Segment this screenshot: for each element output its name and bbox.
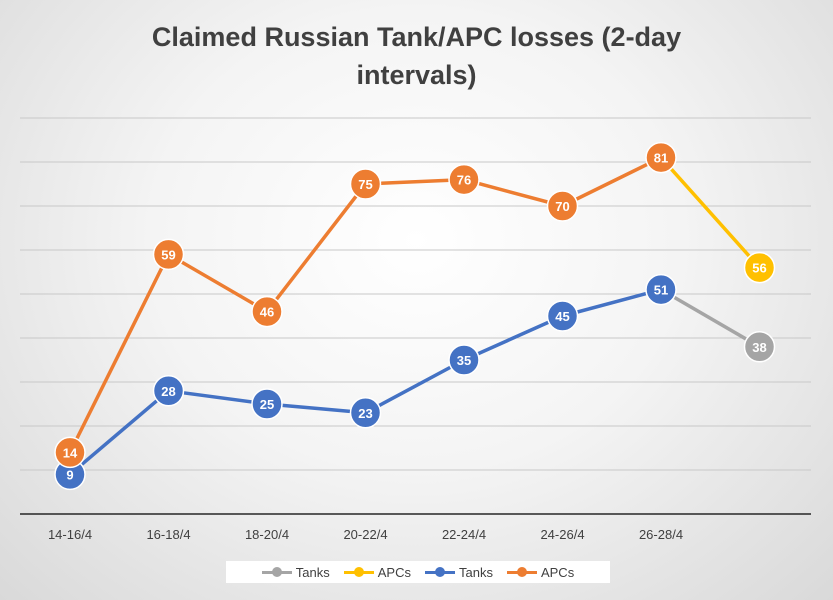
data-label: 28 bbox=[161, 384, 175, 399]
x-tick-label: 16-18/4 bbox=[146, 527, 190, 542]
x-tick-label: 24-26/4 bbox=[540, 527, 584, 542]
data-label: 23 bbox=[358, 406, 372, 421]
data-point bbox=[54, 436, 86, 469]
x-tick-label: 18-20/4 bbox=[245, 527, 289, 542]
data-point bbox=[448, 163, 480, 196]
data-point bbox=[743, 251, 776, 284]
data-label: 45 bbox=[555, 309, 569, 324]
data-label: 81 bbox=[654, 151, 668, 166]
series-lines bbox=[68, 156, 761, 476]
legend-label: APCs bbox=[540, 564, 575, 580]
gridlines bbox=[20, 117, 811, 471]
data-point bbox=[152, 375, 185, 407]
data-point bbox=[645, 141, 677, 174]
legend-swatch bbox=[343, 567, 374, 577]
legend-label: Tanks bbox=[459, 564, 493, 580]
legend-item-apcs-projected: APCs bbox=[343, 564, 411, 580]
series-points: 9 28 25 23 35 45 51 14 59 46 75 76 70 81 38 56 bbox=[54, 141, 776, 491]
data-point bbox=[152, 238, 185, 271]
data-point bbox=[251, 388, 283, 420]
legend: Tanks APCs Tanks APCs bbox=[226, 561, 610, 583]
data-label: 70 bbox=[555, 199, 569, 214]
legend-item-apcs: APCs bbox=[506, 564, 575, 580]
x-tick-label: 26-28/4 bbox=[639, 527, 683, 542]
data-point bbox=[546, 190, 579, 222]
data-label: 35 bbox=[457, 353, 471, 368]
data-point bbox=[546, 300, 579, 332]
data-point bbox=[743, 331, 776, 363]
x-axis: 14-16/4 16-18/4 18-20/4 20-22/4 22-24/4 24-26… bbox=[20, 513, 811, 542]
legend-swatch bbox=[425, 567, 455, 577]
series-line-apcs bbox=[659, 156, 761, 269]
legend-item-tanks: Tanks bbox=[425, 565, 493, 580]
data-point bbox=[349, 168, 382, 200]
data-label: 56 bbox=[752, 261, 766, 276]
data-label: 75 bbox=[358, 177, 372, 192]
data-label: 59 bbox=[161, 247, 175, 262]
data-point bbox=[349, 397, 382, 429]
x-tick-label: 22-24/4 bbox=[442, 527, 486, 542]
data-label: 9 bbox=[66, 467, 73, 482]
legend-label: APCs bbox=[377, 564, 411, 580]
chart-title-line-2: intervals) bbox=[356, 60, 477, 90]
data-label: 14 bbox=[63, 445, 78, 460]
legend-swatch bbox=[506, 567, 537, 577]
data-label: 51 bbox=[654, 283, 668, 298]
series-line-tanks bbox=[660, 288, 761, 349]
legend-label: Tanks bbox=[295, 564, 330, 580]
data-label: 76 bbox=[457, 173, 471, 188]
legend-item-tanks-projected: Tanks bbox=[261, 564, 330, 580]
data-point bbox=[448, 344, 480, 376]
data-point bbox=[251, 295, 283, 328]
x-tick-label: 20-22/4 bbox=[343, 527, 387, 542]
data-label: 46 bbox=[260, 305, 274, 320]
data-label: 38 bbox=[752, 340, 766, 355]
x-tick-label: 14-16/4 bbox=[48, 527, 92, 542]
data-point bbox=[645, 273, 677, 306]
data-label: 25 bbox=[260, 397, 274, 412]
legend-swatch bbox=[261, 567, 292, 577]
chart-title-line-1: Claimed Russian Tank/APC losses (2-day bbox=[151, 22, 682, 52]
chart-title: Claimed Russian Tank/APC losses (2-day i… bbox=[0, 18, 833, 94]
